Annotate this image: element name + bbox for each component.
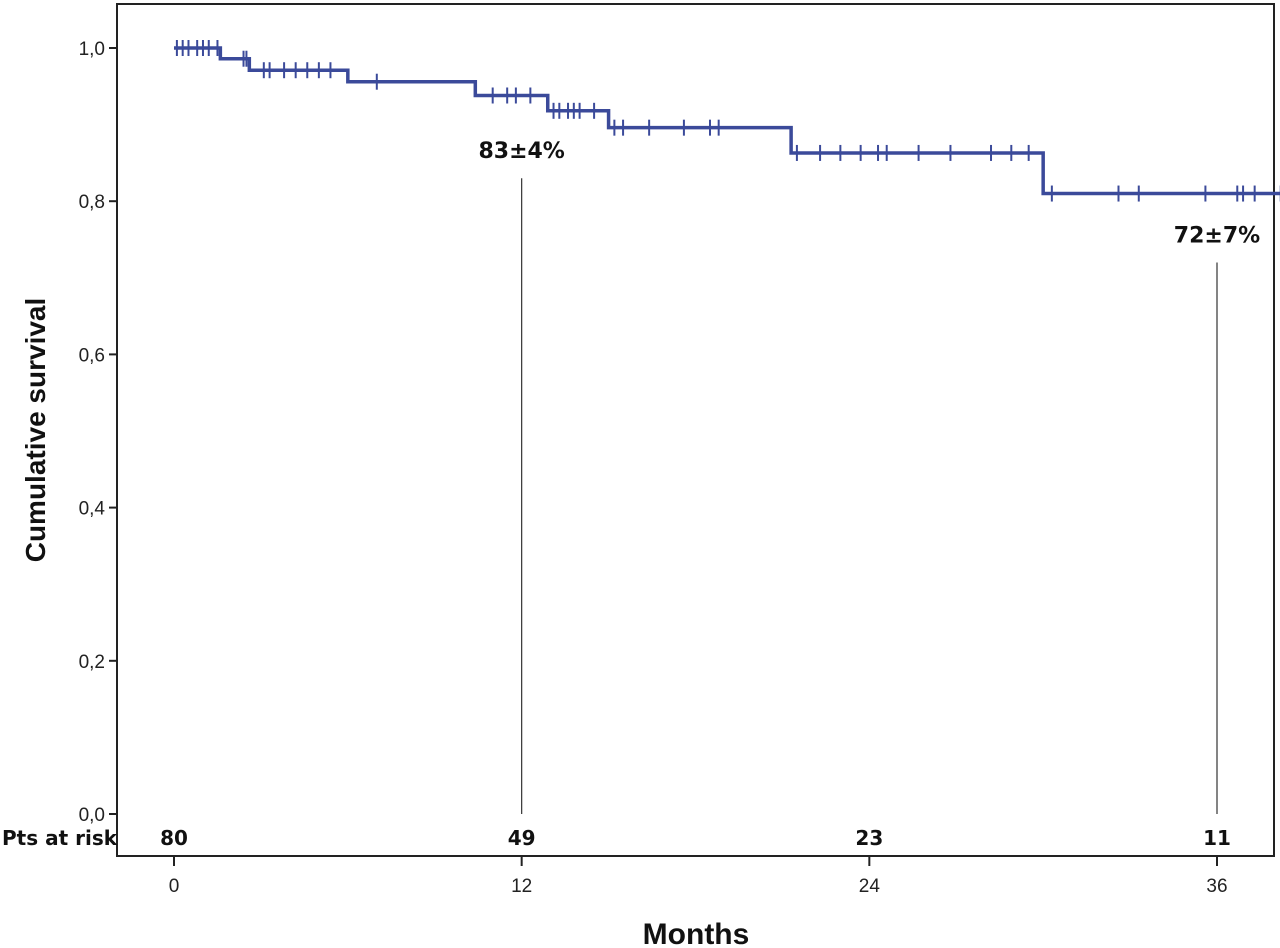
y-tick-label: 0,6 <box>79 345 105 366</box>
y-tick-label: 0,4 <box>79 499 106 520</box>
y-tick-label: 0,8 <box>79 192 105 213</box>
annotation-label: 72±7% <box>1174 223 1260 248</box>
risk-table-label: Pts at risk <box>2 826 118 850</box>
x-tick-label: 0 <box>169 876 180 897</box>
x-tick-label: 36 <box>1206 876 1227 897</box>
risk-table-value: 11 <box>1203 826 1231 850</box>
risk-table-value: 80 <box>160 826 188 850</box>
survival-curve <box>174 46 1280 196</box>
x-axis: 0 12 24 36 <box>169 856 1228 897</box>
x-tick-label: 12 <box>511 876 532 897</box>
y-tick-label: 1,0 <box>79 39 105 60</box>
x-tick-label: 24 <box>859 876 881 897</box>
y-tick-label: 0,2 <box>79 652 105 673</box>
plot-frame <box>116 3 1275 857</box>
y-axis: 0,0 0,2 0,4 0,6 0,8 1,0 <box>79 39 117 826</box>
risk-table-value: 23 <box>855 826 883 850</box>
y-tick-label: 0,0 <box>79 805 105 826</box>
risk-table: Pts at risk 80 49 23 11 <box>2 826 1231 850</box>
survival-series <box>174 40 1280 202</box>
y-axis-title: Cumulative survival <box>20 298 51 563</box>
annotations: 83±4% 72±7% <box>478 139 1260 814</box>
x-axis-title: Months <box>643 918 750 948</box>
annotation-label: 83±4% <box>478 139 564 164</box>
risk-table-value: 49 <box>508 826 536 850</box>
